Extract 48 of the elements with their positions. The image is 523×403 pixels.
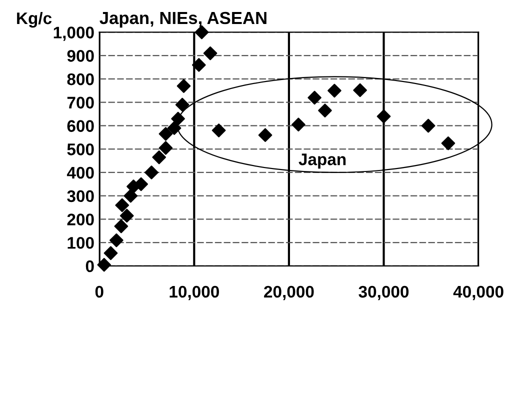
annotation: Japan — [298, 154, 346, 169]
point — [376, 109, 391, 124]
point — [308, 90, 322, 105]
x-tick-label: 20,000 — [264, 286, 314, 300]
x-tick-label: 10,000 — [170, 286, 219, 300]
point — [134, 177, 148, 192]
point — [318, 104, 332, 118]
point — [144, 166, 158, 180]
point — [171, 112, 185, 126]
point — [104, 246, 118, 260]
x-tick-label: 40,000 — [453, 286, 504, 300]
point — [258, 128, 272, 142]
point — [292, 118, 306, 132]
point — [421, 118, 436, 133]
point — [212, 124, 226, 138]
y-tick-label: 800 — [67, 73, 94, 86]
y-tick-label: 0 — [86, 260, 94, 272]
point — [120, 208, 134, 223]
point — [441, 136, 456, 150]
y-tick-label: 200 — [67, 214, 94, 226]
point — [328, 84, 342, 98]
point — [192, 58, 206, 72]
point — [152, 150, 166, 164]
y-tick-label: 900 — [67, 50, 94, 62]
point — [124, 188, 138, 203]
y-tick-label: 1,000 — [54, 26, 94, 41]
y-tick-label: 600 — [67, 120, 94, 132]
y-tick-label: 400 — [66, 166, 94, 179]
chart-title: Japan, NIEs, ASEAN — [100, 12, 266, 28]
point — [175, 98, 190, 112]
x-tick-label: 0 — [95, 286, 104, 298]
point — [97, 258, 112, 272]
y-tick-label: 700 — [67, 96, 94, 109]
point — [176, 79, 191, 93]
point — [167, 121, 182, 135]
y-tick-label: 100 — [68, 237, 94, 249]
point — [203, 46, 218, 60]
point — [114, 219, 128, 234]
point — [194, 25, 209, 40]
x-tick-label: 30,000 — [358, 286, 409, 300]
point — [353, 83, 367, 98]
y-axis-title: Kg/c — [17, 12, 52, 28]
point — [115, 198, 130, 212]
point — [158, 141, 173, 155]
y-tick-label: 300 — [67, 190, 94, 202]
y-tick-label: 500 — [67, 144, 94, 156]
point — [110, 233, 124, 248]
point — [158, 127, 173, 141]
